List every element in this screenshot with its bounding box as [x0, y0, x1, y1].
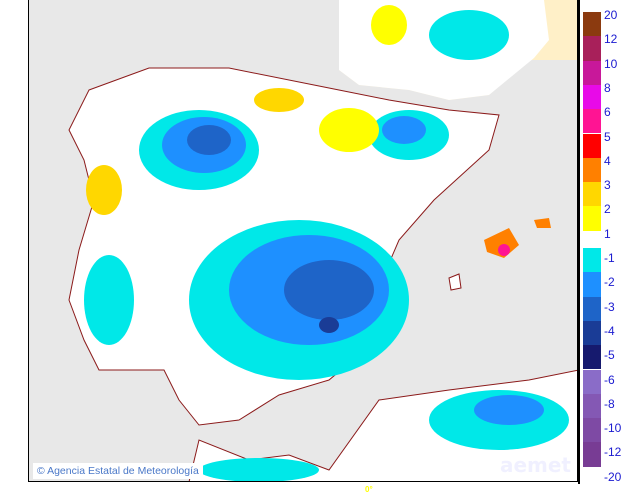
legend-swatch: [583, 182, 601, 207]
legend-swatch: [583, 36, 601, 61]
mallorca: [484, 228, 519, 258]
legend-swatch: [583, 248, 601, 273]
legend-label: 6: [604, 105, 611, 120]
anomaly-map: © Agencia Estatal de Meteorología aemet: [28, 0, 578, 482]
legend-label: 2: [604, 202, 611, 217]
legend-swatch: [583, 369, 601, 394]
legend-label: 4: [604, 153, 611, 168]
legend-divider: [578, 0, 580, 484]
map-graphic: [68, 0, 577, 481]
legend-label: 1: [604, 226, 611, 241]
legend-label: -3: [604, 299, 615, 314]
legend-swatch: [583, 109, 601, 134]
legend-label: -2: [604, 275, 615, 290]
legend-swatch: [583, 296, 601, 321]
ibiza: [448, 273, 462, 291]
legend-swatch: [583, 320, 601, 346]
legend-label: -20: [604, 469, 622, 484]
legend-swatch: [583, 393, 601, 419]
legend-label: -4: [604, 323, 615, 338]
legend-swatch: [583, 157, 601, 183]
credit-text: Agencia Estatal de Meteorología: [47, 465, 199, 477]
legend-swatch: [583, 60, 601, 85]
legend-label: 12: [604, 32, 618, 47]
legend-swatch: [583, 84, 601, 110]
legend-label: 5: [604, 129, 611, 144]
legend-label: -1: [604, 251, 615, 265]
legend-label: -5: [604, 348, 615, 363]
mallorca-hotspot: [498, 244, 510, 256]
legend-swatch: [583, 133, 601, 158]
legend-label: 8: [604, 80, 611, 95]
aemet-logo: aemet: [499, 453, 571, 477]
longitude-label: 0°: [365, 485, 373, 494]
legend-label: -10: [604, 421, 622, 436]
legend-swatch: [583, 345, 601, 370]
legend-swatch: [583, 272, 601, 297]
legend-label: -12: [604, 445, 622, 460]
copyright-icon: ©: [37, 465, 45, 477]
legend-label: 3: [604, 178, 611, 193]
legend-label: -6: [604, 372, 615, 387]
legend-label: 10: [604, 56, 618, 71]
legend-label: 20: [604, 8, 618, 22]
legend-swatch: [583, 442, 601, 467]
aemet-credit: © Agencia Estatal de Meteorología: [33, 463, 203, 479]
legend-swatch: [583, 12, 601, 37]
legend-swatch: [583, 206, 601, 231]
legend-label: -8: [604, 396, 615, 411]
menorca: [534, 218, 551, 228]
legend-swatch: [583, 418, 601, 443]
